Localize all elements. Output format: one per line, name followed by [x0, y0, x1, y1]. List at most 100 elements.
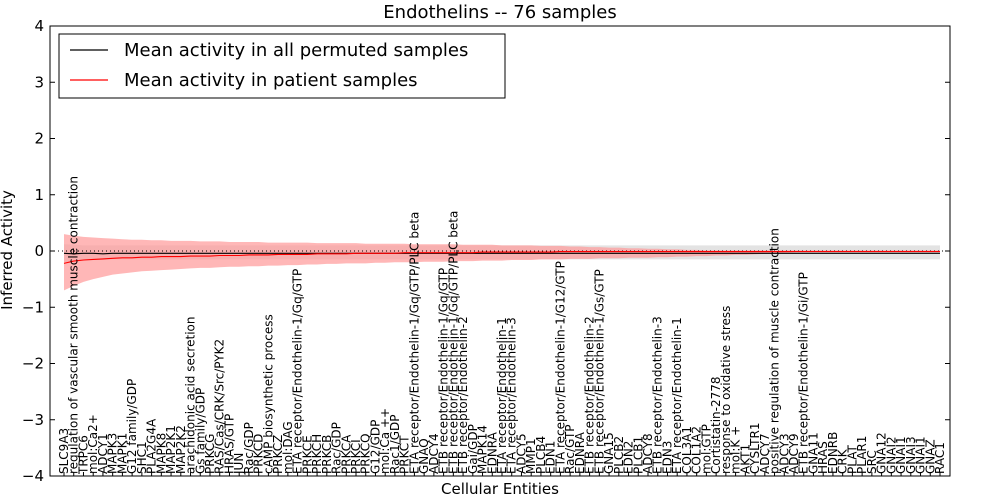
x-tick-label: G12 family/GDP: [125, 379, 139, 474]
x-tick-label: Rac/GTP: [563, 424, 577, 474]
x-tick-label: regulation of vascular smooth muscle con…: [67, 176, 81, 474]
x-tick-label: G12/GDP: [369, 420, 383, 474]
x-tick-label: response to oxidative stress: [719, 306, 733, 474]
x-tick-label: PRKCQ: [359, 433, 373, 474]
x-tick-label: EDN3: [661, 441, 675, 474]
x-tick-label: GNAI2: [884, 436, 898, 474]
x-tick-label: GNAZ: [923, 439, 937, 474]
x-tick-label: GNA15: [602, 432, 616, 474]
x-tick-label: GNAQ: [417, 438, 431, 474]
x-tick-label: ETA receptor/Endothelin-3: [505, 317, 519, 474]
y-tick-label: 0: [34, 242, 44, 260]
x-tick-label: Cortistatin-2778: [709, 376, 723, 474]
x-tick-label: ETA receptor/Endothelin-1: [670, 317, 684, 474]
x-tick-label: Rac/GDP: [242, 422, 256, 474]
x-tick-label: SHC1: [135, 441, 149, 474]
x-tick-label: ETA receptor/Endothelin-1/G12/GTP: [553, 261, 567, 474]
x-tick-label: SRC: [865, 450, 879, 474]
x-tick-label: Rac1/GDP: [388, 415, 402, 474]
x-tick-label: HRAS: [816, 441, 830, 474]
x-tick-label: ETA receptor/Endothelin-1: [495, 317, 509, 474]
y-tick-label: −4: [22, 467, 44, 485]
x-tick-label: PLAT: [845, 445, 859, 474]
legend-label-patient: Mean activity in patient samples: [124, 70, 418, 91]
x-tick-label: COL3A1: [680, 426, 694, 474]
x-tick-label: PLAR1: [855, 436, 869, 474]
x-tick-label: mol:K +: [729, 426, 743, 474]
x-tick-label: PLA2G4A: [145, 418, 159, 474]
x-tick-label: MAPK14: [476, 425, 490, 474]
x-tick-label: PRKCE: [300, 435, 314, 474]
x-tick-label: ADCY8: [641, 433, 655, 474]
x-tick-label: ETB receptor/Endothelin-2: [583, 316, 597, 474]
x-tick-label: MAP2K2: [174, 425, 188, 474]
x-tick-label: EDN2: [622, 441, 636, 474]
y-tick-label: −2: [22, 355, 44, 373]
legend-box: [58, 33, 506, 99]
series-lines: [63, 251, 940, 264]
x-tick-label: ETB receptor/Endothelin-3: [651, 316, 665, 474]
x-tick-label: PRKCZ: [271, 435, 285, 474]
x-tick-label: mol:Ca ++: [378, 408, 392, 474]
x-tick-label: PRKCI: [349, 439, 363, 474]
x-tick-label: Gs family/GDP: [193, 388, 207, 474]
x-tick-label: ADCY5: [515, 433, 529, 474]
x-tick-label: PRKCA: [339, 434, 353, 474]
x-tick-label: PRKCG: [203, 434, 217, 474]
x-tick-label: AKT1: [738, 444, 752, 474]
x-tick-label: GNAI3: [904, 436, 918, 474]
x-tick-label: ADCY9: [787, 433, 801, 474]
x-tick-label: EDNRA: [573, 431, 587, 474]
x-tick-label: Gai/GDP: [466, 424, 480, 474]
x-tick-label: ETB receptor/Endothelin-1/Gq/GTP/PLC bet…: [446, 211, 460, 474]
x-tick-label: PRKCB: [320, 435, 334, 474]
plot-area: [49, 25, 951, 477]
x-tick-label: RAC1: [933, 442, 947, 474]
x-tick-label: GNAI1: [894, 436, 908, 474]
x-tick-label: PLCB2: [612, 436, 626, 474]
chart-title: Endothelins -- 76 samples: [383, 2, 616, 23]
x-axis-label: Cellular Entities: [441, 480, 559, 498]
x-tick-label: MAPK1: [115, 433, 129, 474]
x-tick-label: CYSLTR1: [748, 423, 762, 474]
y-tick-label: 4: [34, 17, 44, 35]
y-tick-label: 2: [34, 130, 44, 148]
x-tick-label: ADCY1: [96, 433, 110, 474]
y-tick-label: −1: [22, 298, 44, 316]
series-line-0: [63, 252, 940, 255]
y-tick-label: −3: [22, 411, 44, 429]
x-tick-label: MAPK8: [154, 433, 168, 474]
x-tick-label: mol:DAG: [281, 421, 295, 474]
x-tick-label: GNA11: [807, 432, 821, 474]
x-tick-label: CRK: [836, 448, 850, 474]
x-tick-label: PLCB4: [534, 436, 548, 474]
x-tick-label: mol:GTP: [699, 424, 713, 474]
x-tick-label: PRKCH: [310, 434, 324, 474]
x-tick-label: ETB receptor/Endothelin-1/Gq/GTP: [437, 268, 451, 474]
x-tick-label: ADCY3: [777, 433, 791, 474]
x-tick-label: RAS/Cas/CRK/Src/PYK2: [213, 339, 227, 474]
x-tick-label: MAP2K1: [164, 425, 178, 474]
series-line-1: [63, 251, 940, 264]
x-tick-label: TRPC6: [77, 435, 91, 475]
x-tick-label: ETA receptor/Endothelin-1/Gq/GTP: [291, 269, 305, 474]
x-tick-label: GNAI1: [914, 436, 928, 474]
series-band-1: [64, 234, 940, 291]
x-tick-label: mol:Ca2+: [86, 414, 100, 474]
x-tick-label: ETA receptor/Endothelin-1/Gq/GTP/PLC bet…: [407, 212, 421, 474]
x-tick-label: PLCB1: [631, 436, 645, 474]
x-tick-label: EDN1: [544, 441, 558, 474]
x-tick-label: cAMP biosynthetic process: [261, 314, 275, 474]
y-axis: −4 −3 −2 −1 0 1 2 3 4: [22, 17, 950, 485]
x-tick-label: EDNRA: [485, 431, 499, 474]
x-tick-label: PRKCD: [252, 434, 266, 474]
x-tick-label: ADCY4: [427, 433, 441, 474]
y-tick-label: 1: [34, 186, 44, 204]
legend: Mean activity in all permuted samples Me…: [58, 33, 506, 99]
y-axis-label: Inferred Activity: [0, 190, 16, 310]
x-tick-label: Rac/GDP: [330, 422, 344, 474]
x-tick-label: MAPK3: [106, 433, 120, 474]
x-tick-label: COL1A2: [690, 426, 704, 474]
